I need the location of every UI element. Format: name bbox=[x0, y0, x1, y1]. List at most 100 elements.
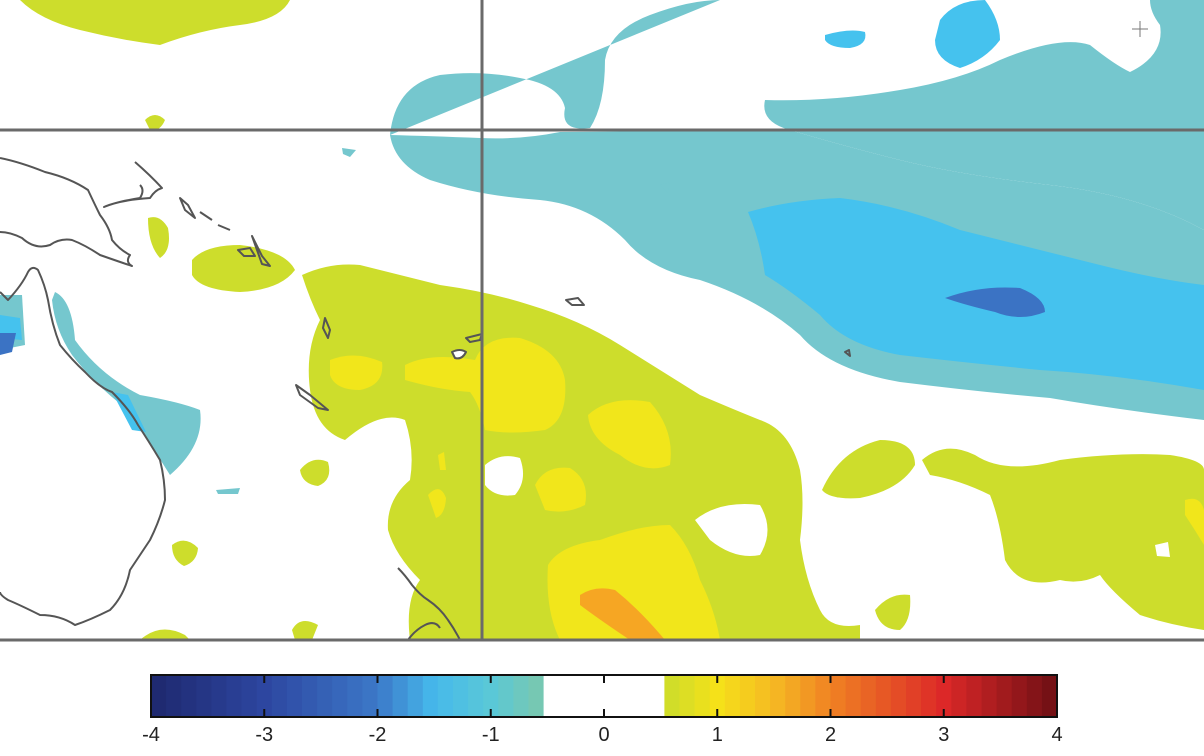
colorbar-segment bbox=[513, 675, 530, 717]
new-guinea-coastline bbox=[103, 161, 163, 208]
colorbar-segment bbox=[347, 675, 363, 717]
fiji-island-1 bbox=[451, 349, 467, 360]
positive-weak-blob-4 bbox=[292, 621, 318, 640]
colorbar-segment bbox=[498, 675, 514, 717]
solomon-island-2 bbox=[251, 235, 271, 267]
colorbar-segment bbox=[1026, 675, 1043, 717]
new-zealand-coastline bbox=[397, 567, 461, 641]
neutral-gap-2 bbox=[695, 504, 768, 556]
positive-weak-speck-a bbox=[145, 115, 165, 131]
colorbar-segment bbox=[226, 675, 243, 717]
neutral-gap-3 bbox=[1155, 542, 1170, 557]
colorbar-segment bbox=[392, 675, 409, 717]
colorbar-segment bbox=[211, 675, 228, 717]
neutral-gap-5 bbox=[1032, 0, 1044, 12]
colorbar bbox=[150, 674, 1058, 718]
colorbar-segment bbox=[694, 675, 711, 717]
colorbar-segment bbox=[785, 675, 801, 717]
colorbar-segment bbox=[407, 675, 424, 717]
positive-weak-east-2 bbox=[922, 448, 1204, 630]
positive-medium-2 bbox=[405, 337, 566, 433]
negative-weak-speck-1 bbox=[342, 148, 356, 157]
colorbar-segment bbox=[739, 675, 756, 717]
colorbar-segment bbox=[890, 675, 907, 717]
colorbar-segment bbox=[166, 675, 182, 717]
colorbar-tick-label: -1 bbox=[481, 724, 500, 746]
neutral-gaps bbox=[485, 0, 1170, 557]
colorbar-segment bbox=[302, 675, 318, 717]
negative-strong-core bbox=[945, 287, 1045, 317]
colorbar-segment bbox=[181, 675, 197, 717]
atoll bbox=[844, 349, 851, 357]
fiji-island-2 bbox=[465, 333, 483, 343]
colorbar-segment bbox=[558, 675, 575, 717]
colorbar-segment bbox=[196, 675, 212, 717]
negative-weak-speck-2 bbox=[216, 488, 240, 494]
neutral-gap-4 bbox=[895, 2, 916, 20]
colorbar-segment bbox=[573, 675, 590, 717]
positive-weak-speck-b bbox=[148, 217, 169, 258]
crosshair-cursor-icon bbox=[1132, 21, 1148, 37]
solomon-island-1 bbox=[237, 247, 256, 257]
colorbar-tick-label: -4 bbox=[142, 724, 160, 746]
negative-weak-coastal bbox=[52, 292, 201, 475]
colorbar-segment bbox=[256, 675, 273, 717]
colorbar-tick-label: 0 bbox=[598, 724, 610, 746]
colorbar-segment bbox=[860, 675, 877, 717]
positive-medium-east bbox=[1185, 498, 1204, 545]
positive-strong-core bbox=[580, 588, 665, 640]
colorbar-segment bbox=[286, 675, 303, 717]
colorbar-segment bbox=[317, 675, 333, 717]
positive-medium-6 bbox=[438, 452, 446, 470]
negative-weak-speck-3 bbox=[660, 182, 670, 193]
australia-coastline bbox=[0, 157, 133, 267]
positive-weak-north bbox=[20, 0, 290, 45]
vanuatu-island-1 bbox=[322, 317, 331, 339]
colorbar-segment bbox=[362, 675, 379, 717]
positive-medium-3 bbox=[588, 400, 671, 469]
colorbar-segment bbox=[679, 675, 696, 717]
positive-weak-blob-2 bbox=[172, 540, 198, 566]
colorbar-segment bbox=[604, 675, 620, 717]
colorbar-segment bbox=[528, 675, 545, 717]
cape-york-coastline bbox=[0, 266, 166, 626]
negative-weak-region-north bbox=[390, 0, 1204, 230]
colorbar-segment bbox=[709, 675, 726, 717]
coastlines bbox=[0, 157, 851, 641]
colorbar-tick-label: 4 bbox=[1051, 724, 1063, 746]
colorbar-segment bbox=[815, 675, 832, 717]
negative-anomaly-regions bbox=[0, 0, 1204, 494]
colorbar-segment bbox=[634, 675, 650, 717]
positive-weak-east-3 bbox=[875, 594, 911, 630]
neutral-gap-1 bbox=[485, 456, 524, 496]
colorbar-segment bbox=[951, 675, 967, 717]
colorbar-segment bbox=[875, 675, 892, 717]
colorbar-segment bbox=[377, 675, 394, 717]
colorbar-segment bbox=[1041, 675, 1058, 717]
negative-medium-north bbox=[935, 0, 1000, 68]
colorbar-segment bbox=[151, 675, 167, 717]
colorbar-segment bbox=[453, 675, 469, 717]
colorbar-segment bbox=[981, 675, 998, 717]
positive-weak-blob-1 bbox=[300, 459, 330, 486]
colorbar-segment bbox=[332, 675, 348, 717]
positive-medium-1 bbox=[330, 355, 383, 390]
colorbar-tick-label: 1 bbox=[711, 724, 723, 746]
positive-weak-blob-3 bbox=[140, 629, 190, 640]
colorbar-tick-label: -2 bbox=[368, 724, 387, 746]
colorbar-tick-label: 3 bbox=[938, 724, 950, 746]
colorbar-segment bbox=[241, 675, 258, 717]
samoa-island bbox=[565, 297, 585, 306]
colorbar-segment bbox=[588, 675, 605, 717]
negative-medium-small bbox=[825, 30, 866, 48]
colorbar-segment bbox=[845, 675, 862, 717]
colorbar-segment bbox=[966, 675, 983, 717]
positive-weak-west-blob bbox=[192, 245, 295, 292]
colorbar-segment bbox=[619, 675, 635, 717]
positive-medium-5 bbox=[428, 489, 446, 518]
colorbar-segment bbox=[271, 675, 288, 717]
negative-strong-west bbox=[0, 333, 16, 355]
colorbar-segment bbox=[468, 675, 484, 717]
positive-medium-4 bbox=[535, 467, 586, 512]
